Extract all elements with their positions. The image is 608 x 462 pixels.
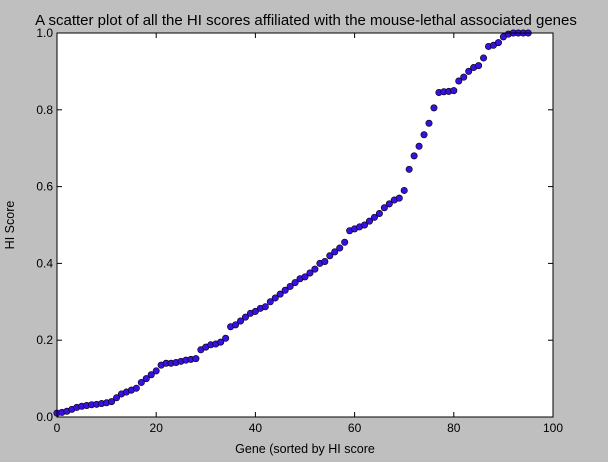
data-point [147, 371, 155, 379]
data-point [137, 378, 145, 386]
data-point [241, 313, 249, 321]
data-point [113, 394, 121, 402]
x-tick-label: 100 [543, 421, 563, 435]
data-point [276, 290, 284, 298]
data-point [405, 165, 413, 173]
x-axis-label: Gene (sorted by HI score [235, 442, 375, 456]
y-tick-label: 0.0 [36, 410, 53, 424]
data-point [251, 307, 259, 315]
data-point [217, 338, 225, 346]
data-point [425, 119, 433, 127]
data-point [142, 375, 150, 383]
data-point [400, 186, 408, 194]
data-point [465, 67, 473, 75]
data-point [375, 209, 383, 217]
data-point [380, 204, 388, 212]
data-point [281, 286, 289, 294]
data-point [460, 73, 468, 81]
data-point [341, 238, 349, 246]
chart-title: A scatter plot of all the HI scores affi… [35, 12, 577, 29]
plot-area [57, 33, 553, 417]
y-tick-label: 0.2 [36, 333, 53, 347]
data-point [222, 334, 230, 342]
data-point [475, 62, 483, 70]
x-tick-label: 0 [54, 421, 61, 435]
data-point [271, 294, 279, 302]
data-point [494, 39, 502, 47]
data-point [152, 367, 160, 375]
axis-ticks: 0 20 40 60 80 100 0.0 0.2 0.4 0.6 0.8 1.0 [36, 26, 563, 435]
data-point [410, 152, 418, 160]
data-point [291, 279, 299, 287]
data-point [361, 221, 369, 229]
data-point [108, 398, 116, 406]
x-tick-label: 60 [348, 421, 362, 435]
data-point [395, 194, 403, 202]
data-point [266, 298, 274, 306]
data-point [415, 142, 423, 150]
data-point [311, 265, 319, 273]
data-point [420, 131, 428, 139]
y-tick-label: 0.6 [36, 180, 53, 194]
data-point [286, 282, 294, 290]
y-tick-label: 0.8 [36, 103, 53, 117]
data-point [336, 244, 344, 252]
plot-frame [56, 32, 554, 418]
data-point [365, 217, 373, 225]
data-point [450, 87, 458, 95]
x-tick-label: 20 [150, 421, 164, 435]
data-point [385, 200, 393, 208]
data-point [321, 257, 329, 265]
data-point [232, 321, 240, 329]
y-tick-label: 0.4 [36, 256, 53, 270]
data-point [261, 303, 269, 311]
data-point [331, 248, 339, 256]
data-point [306, 269, 314, 277]
y-axis-label: HI Score [3, 201, 17, 250]
data-point [237, 317, 245, 325]
data-point [430, 104, 438, 112]
data-point [480, 54, 488, 62]
data-point [192, 355, 200, 363]
x-tick-label: 80 [447, 421, 461, 435]
data-points [53, 29, 532, 417]
x-tick-label: 40 [249, 421, 263, 435]
data-point [326, 252, 334, 260]
y-tick-label: 1.0 [36, 26, 53, 40]
data-point [132, 384, 140, 392]
data-point [370, 213, 378, 221]
data-point [301, 273, 309, 281]
data-point [455, 77, 463, 85]
